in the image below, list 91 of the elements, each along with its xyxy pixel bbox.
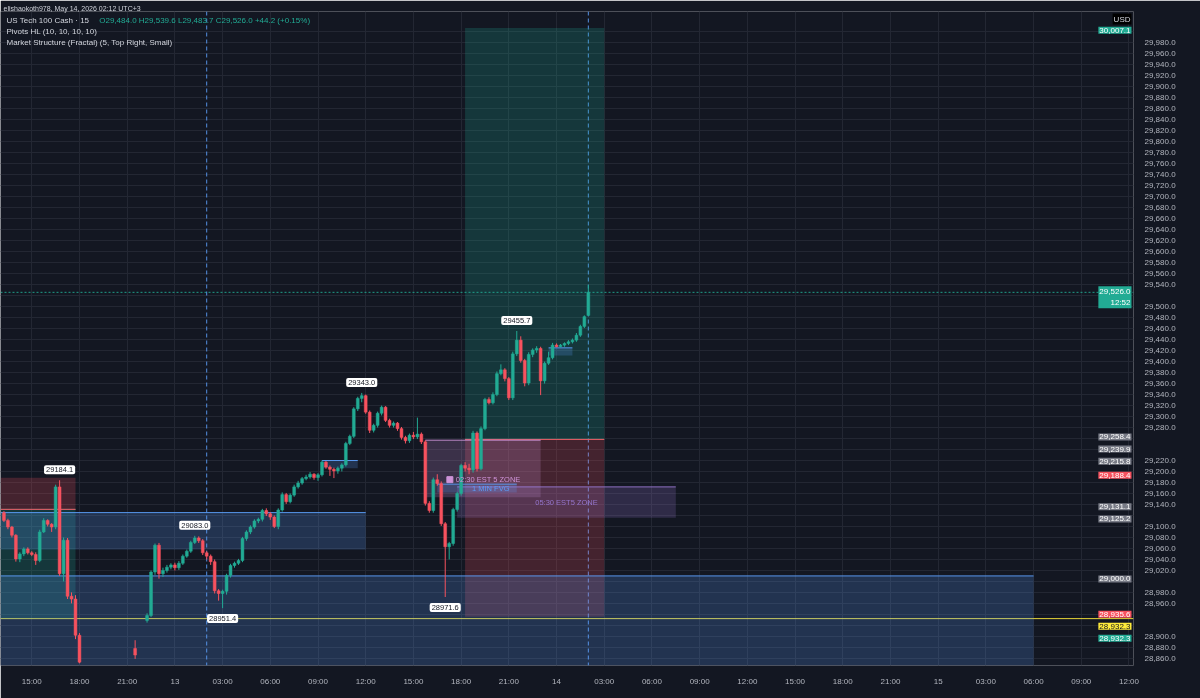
y-tick-label: 29,820.0: [1144, 126, 1177, 136]
x-tick-label: 13: [170, 676, 180, 686]
y-tick-label: 28,860.0: [1144, 653, 1177, 663]
y-axis-title: USD: [1113, 14, 1131, 24]
y-tick-label: 29,680.0: [1144, 203, 1177, 213]
text: O29,484.0 H29,539.6 L29,483.7 C29,526.0 +44.2 (+0.15%): [99, 16, 311, 25]
y-tick-label: 29,600.0: [1144, 247, 1177, 257]
x-tick-label: 21:00: [880, 676, 902, 686]
annotation: 29,000.0: [1099, 574, 1132, 584]
y-tick-label: 29,720.0: [1144, 181, 1177, 191]
y-tick-label: 29,740.0: [1144, 170, 1177, 180]
y-tick-label: 29,640.0: [1144, 225, 1177, 235]
x-tick-label: 09:00: [308, 676, 329, 686]
annotation: 28,935.6: [1099, 609, 1132, 619]
x-tick-label: 21:00: [498, 676, 520, 686]
y-tick-label: 29,280.0: [1144, 423, 1177, 433]
y-tick-label: 29,220.0: [1144, 456, 1177, 466]
annotation: 29,215.8: [1099, 456, 1132, 466]
annotation: 29,188.4: [1099, 470, 1132, 480]
annotation: 29,125.2: [1099, 514, 1132, 524]
y-tick-label: 28,960.0: [1144, 598, 1177, 608]
x-tick-label: 15:00: [21, 676, 43, 686]
y-tick-label: 29,960.0: [1144, 49, 1177, 59]
y-tick-label: 29,860.0: [1144, 104, 1177, 114]
x-tick-label: 18:00: [832, 676, 854, 686]
y-tick-label: 29,100.0: [1144, 521, 1177, 531]
y-tick-label: 29,180.0: [1144, 477, 1177, 487]
y-tick-label: 29,760.0: [1144, 159, 1177, 169]
y-tick-label: 29,380.0: [1144, 368, 1177, 378]
y-tick-label: 29,660.0: [1144, 214, 1177, 224]
y-tick-label: 29,920.0: [1144, 71, 1177, 81]
x-tick-label: 03:00: [975, 676, 997, 686]
y-tick-label: 29,580.0: [1144, 258, 1177, 268]
y-tick-label: 29,900.0: [1144, 82, 1177, 92]
x-tick-label: 15:00: [403, 676, 424, 686]
x-tick-label: 15:00: [785, 676, 806, 686]
annotation: 29,258.4: [1099, 432, 1132, 442]
x-tick-label: 09:00: [689, 676, 711, 686]
x-tick-label: 06:00: [260, 676, 281, 686]
y-tick-label: 29,540.0: [1144, 280, 1177, 290]
y-tick-label: 29,020.0: [1144, 565, 1177, 575]
x-tick-label: 18:00: [69, 676, 91, 686]
x-tick-label: 21:00: [117, 676, 138, 686]
y-tick-label: 29,980.0: [1144, 38, 1177, 48]
y-tick-label: 29,080.0: [1144, 532, 1177, 542]
y-tick-label: 29,200.0: [1144, 467, 1177, 476]
y-tick-label: 29,140.0: [1144, 499, 1177, 509]
y-tick-label: 29,060.0: [1144, 543, 1177, 553]
y-tick-label: 29,320.0: [1144, 401, 1177, 411]
annotation: 29,131.1: [1099, 502, 1132, 512]
y-tick-label: 28,980.0: [1144, 587, 1177, 597]
ref-line-label: 28,932.3: [1099, 621, 1132, 631]
y-tick-label: 29,300.0: [1144, 412, 1177, 422]
annotation: 28,932.3: [1099, 633, 1132, 643]
y-tick-label: 29,500.0: [1144, 302, 1177, 312]
y-tick-label: 28,900.0: [1144, 631, 1177, 641]
x-tick-label: 12:00: [1118, 676, 1140, 686]
annotation: 29,239.9: [1099, 444, 1132, 454]
y-tick-label: 29,040.0: [1144, 554, 1177, 564]
x-tick-label: 12:00: [737, 676, 758, 686]
y-tick-label: 29,840.0: [1144, 115, 1177, 125]
y-tick-label: 29,460.0: [1144, 324, 1177, 334]
annotation: Market Structure (Fractal) (5, Top Right, Small): [6, 38, 173, 47]
y-tick-label: 29,420.0: [1144, 346, 1177, 356]
x-tick-label: 03:00: [212, 676, 234, 686]
x-tick-label: 06:00: [1023, 676, 1045, 686]
x-tick-label: 18:00: [451, 676, 472, 686]
annotation: 30,007.1: [1099, 25, 1132, 35]
y-tick-label: 29,620.0: [1144, 236, 1177, 246]
x-tick-label: 15: [933, 676, 944, 686]
x-tick-label: 03:00: [594, 676, 615, 686]
y-tick-label: 29,340.0: [1144, 390, 1177, 400]
y-tick-label: 29,700.0: [1144, 192, 1177, 202]
y-tick-label: 29,160.0: [1144, 488, 1177, 498]
y-tick-label: 29,940.0: [1144, 60, 1177, 70]
annotation: Pivots HL (10, 10, 10, 10): [6, 27, 98, 36]
y-tick-label: 29,880.0: [1144, 93, 1177, 103]
x-tick-label: 14: [552, 676, 562, 686]
y-tick-label: 29,480.0: [1144, 313, 1177, 323]
x-tick-label: 06:00: [641, 676, 663, 686]
y-tick-label: 28,880.0: [1144, 642, 1177, 652]
ref-line-label: 29,526.0 12:52: [1099, 287, 1132, 308]
y-tick-label: 29,440.0: [1144, 335, 1177, 345]
y-tick-label: 29,400.0: [1144, 357, 1177, 367]
y-tick-label: 29,560.0: [1144, 269, 1177, 279]
y-tick-label: 29,800.0: [1144, 137, 1177, 147]
x-tick-label: 09:00: [1071, 676, 1092, 686]
y-tick-label: 29,360.0: [1144, 379, 1177, 389]
y-tick-label: 29,780.0: [1144, 148, 1177, 158]
x-tick-label: 12:00: [355, 676, 377, 686]
text: US Tech 100 Cash · 15: [6, 16, 90, 25]
